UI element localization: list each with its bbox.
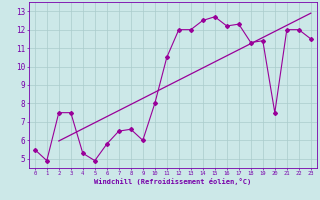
X-axis label: Windchill (Refroidissement éolien,°C): Windchill (Refroidissement éolien,°C) xyxy=(94,178,252,185)
